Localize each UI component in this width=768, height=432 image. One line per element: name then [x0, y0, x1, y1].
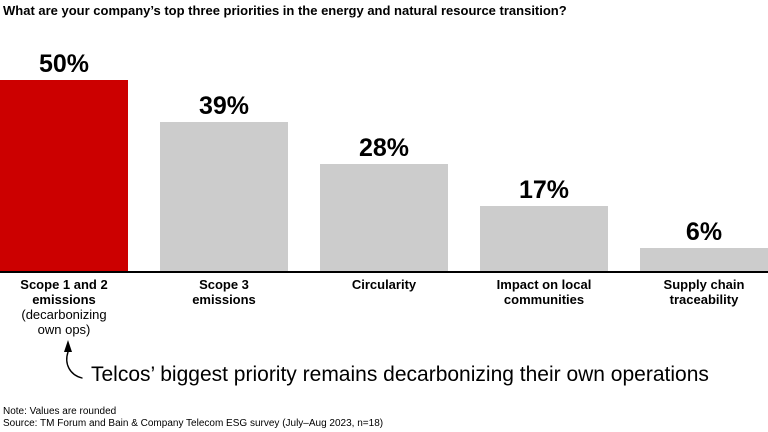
bar-value-label: 17% [518, 176, 570, 204]
bar-value-label: 28% [358, 134, 410, 162]
bar-category-label: Scope 1 and 2 emissions (decarbonizing own… [0, 277, 144, 337]
bar [640, 248, 768, 271]
bar-category-label-main: Impact on local communities [496, 277, 592, 307]
annotation-text: Telcos’ biggest priority remains decarbo… [91, 363, 709, 386]
bar-category-label: Impact on local communities [464, 277, 624, 307]
bar-value-label: 50% [38, 50, 90, 78]
bar [480, 206, 608, 271]
bar-category-label: Circularity [304, 277, 464, 292]
bar-category-label-main: Circularity [351, 277, 417, 292]
bar-category-label-main: Supply chain traceability [663, 277, 745, 307]
chart-title: What are your company’s top three priori… [3, 3, 567, 18]
bar-category-label-main: Scope 1 and 2 emissions [20, 277, 108, 307]
footnote-source: Source: TM Forum and Bain & Company Tele… [3, 418, 384, 429]
bar-category-label-main: Scope 3 emissions [192, 277, 256, 307]
bar [320, 164, 448, 271]
bar-category-label: Supply chain traceability [624, 277, 768, 307]
bar [0, 80, 128, 271]
footnote-note: Note: Values are rounded [3, 406, 117, 417]
bar-category-label: Scope 3 emissions [144, 277, 304, 307]
bar-value-label: 6% [685, 218, 723, 246]
x-axis-line [0, 271, 768, 273]
annotation-arrow-icon [64, 340, 83, 379]
bar-value-label: 39% [198, 92, 250, 120]
bar [160, 122, 288, 271]
bar-category-label-sub: (decarbonizing own ops) [21, 307, 107, 337]
